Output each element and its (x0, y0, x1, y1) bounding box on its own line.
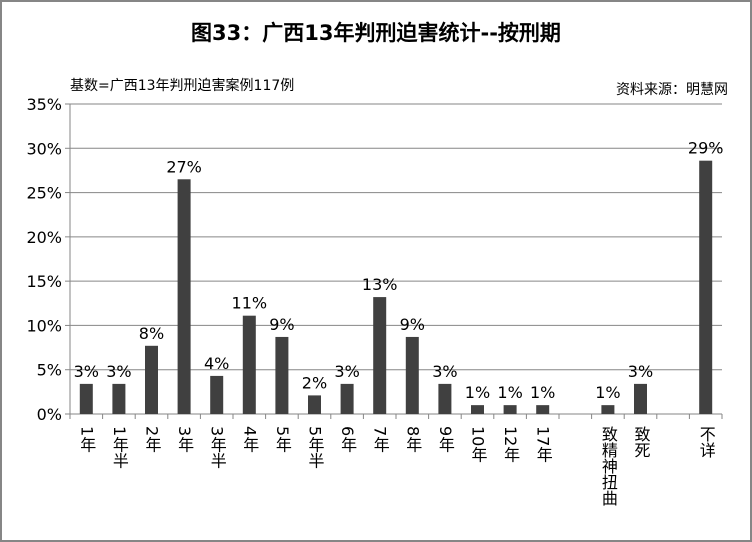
bar (242, 315, 256, 414)
chart-source: 资料来源：明慧网 (616, 82, 728, 98)
x-tick-label: 9年 (435, 426, 455, 453)
x-tick-label: 12年 (501, 426, 521, 463)
y-tick-label: 5% (37, 361, 62, 380)
bar (405, 336, 419, 414)
data-label: 1% (530, 383, 555, 402)
data-label: 1% (465, 383, 490, 402)
bar (634, 383, 647, 414)
bar (275, 336, 289, 414)
data-label: 3% (74, 362, 99, 381)
data-label: 4% (204, 354, 229, 373)
data-label: 1% (595, 383, 620, 402)
data-label: 3% (106, 362, 131, 381)
bar (177, 179, 191, 414)
bar (471, 405, 484, 414)
data-label: 13% (362, 275, 398, 294)
bar (210, 375, 224, 414)
chart-subtitle: 基数=广西13年判刑迫害案例117例 (70, 77, 294, 94)
bar (438, 383, 452, 414)
data-label: 29% (688, 139, 724, 158)
y-tick-label: 30% (26, 139, 62, 158)
x-tick-label: 5年 (272, 426, 292, 453)
y-tick-label: 10% (26, 316, 62, 335)
bar (308, 395, 321, 414)
data-label: 11% (232, 294, 268, 313)
bar (373, 297, 387, 414)
bar (601, 405, 615, 414)
data-label: 2% (302, 373, 327, 392)
bar (112, 383, 126, 414)
x-tick-label: 1年 (77, 426, 97, 453)
data-label: 27% (166, 157, 202, 176)
x-tick-label: 7年 (370, 426, 390, 453)
x-tick-label: 不详 (696, 426, 716, 458)
x-tick-label: 10年 (468, 426, 488, 463)
x-tick-label: 3年半 (207, 426, 227, 469)
x-tick-label: 4年 (240, 426, 260, 453)
x-tick-label: 6年 (338, 426, 358, 453)
chart-title: 图33：广西13年判刑迫害统计--按刑期 (191, 21, 561, 45)
x-tick-label: 致死 (631, 426, 651, 458)
bar (145, 345, 158, 414)
data-label: 9% (269, 315, 294, 334)
x-tick-label: 1年半 (109, 426, 129, 469)
data-label: 1% (497, 383, 522, 402)
bar (503, 405, 517, 414)
x-tick-label: 8年 (403, 426, 423, 453)
data-label: 3% (334, 362, 359, 381)
x-tick-label: 2年 (142, 426, 162, 453)
data-label: 8% (139, 324, 164, 343)
bar (340, 383, 354, 414)
y-tick-label: 0% (37, 405, 62, 424)
bar (536, 405, 550, 414)
data-label: 3% (628, 362, 653, 381)
data-label: 9% (400, 315, 425, 334)
bar (699, 160, 713, 414)
data-label: 3% (432, 362, 457, 381)
y-tick-label: 25% (26, 184, 62, 203)
y-tick-label: 15% (26, 272, 62, 291)
y-tick-label: 35% (26, 95, 62, 114)
x-tick-label: 致精神扭曲 (598, 426, 618, 506)
x-tick-label: 3年 (175, 426, 195, 453)
bar (79, 383, 93, 414)
x-tick-label: 5年半 (305, 426, 325, 469)
x-tick-label: 17年 (533, 426, 553, 463)
y-tick-label: 20% (26, 228, 62, 247)
